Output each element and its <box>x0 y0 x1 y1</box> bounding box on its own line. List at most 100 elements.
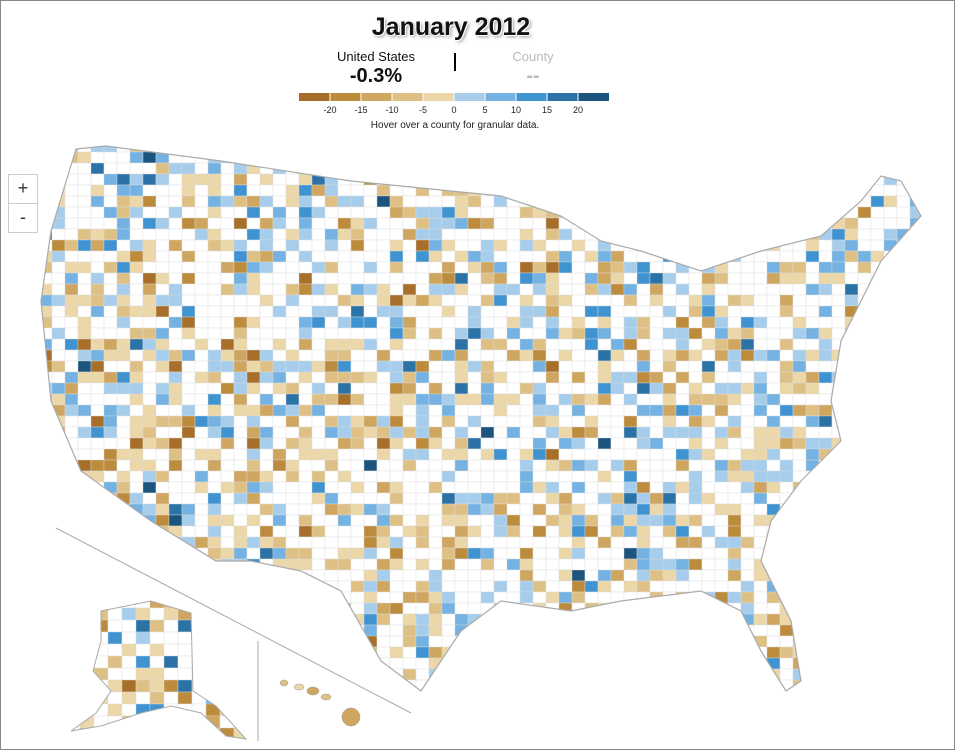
county <box>662 547 677 560</box>
county <box>220 261 235 274</box>
county <box>493 459 508 472</box>
county <box>155 591 170 604</box>
county <box>259 360 274 373</box>
county <box>883 547 898 560</box>
county <box>298 591 313 604</box>
county <box>844 514 859 527</box>
county <box>597 503 612 516</box>
county <box>558 239 573 252</box>
county <box>701 679 716 691</box>
county <box>714 360 729 373</box>
county <box>714 316 729 329</box>
county <box>727 679 742 691</box>
county <box>883 602 898 615</box>
county <box>909 470 921 483</box>
county <box>662 239 677 252</box>
county <box>77 305 92 318</box>
county <box>363 613 378 626</box>
county <box>923 427 936 438</box>
county <box>51 448 66 461</box>
county <box>740 382 755 395</box>
county <box>480 646 495 659</box>
county <box>714 437 729 450</box>
county <box>480 690 495 691</box>
county <box>896 646 911 659</box>
county <box>90 371 105 384</box>
county <box>246 470 261 483</box>
county <box>298 503 313 516</box>
county <box>298 393 313 406</box>
county <box>103 525 118 538</box>
county <box>545 470 560 483</box>
county <box>155 382 170 395</box>
county <box>896 580 911 593</box>
county <box>64 404 79 417</box>
county <box>493 514 508 527</box>
county <box>467 371 482 384</box>
county <box>688 481 703 494</box>
county <box>441 448 456 461</box>
county <box>597 525 612 538</box>
county <box>311 492 326 505</box>
county <box>857 459 872 472</box>
county <box>298 316 313 329</box>
county <box>272 613 287 626</box>
county <box>701 426 716 439</box>
county <box>493 525 508 538</box>
county <box>584 657 599 670</box>
county <box>272 272 287 285</box>
county <box>41 690 53 691</box>
zoom-in[interactable]: + <box>8 174 38 204</box>
county <box>896 459 911 472</box>
county <box>519 646 534 659</box>
county <box>818 393 833 406</box>
county <box>714 536 729 549</box>
county <box>688 470 703 483</box>
county <box>753 151 768 164</box>
county <box>532 382 547 395</box>
county <box>506 426 521 439</box>
county <box>376 151 391 164</box>
county <box>402 294 417 307</box>
county <box>51 393 66 406</box>
county <box>298 635 313 648</box>
county <box>298 151 313 164</box>
county <box>792 470 807 483</box>
county <box>662 206 677 219</box>
county <box>571 404 586 417</box>
county <box>923 603 936 614</box>
county <box>116 525 131 538</box>
county <box>454 558 469 571</box>
county <box>844 239 859 252</box>
county <box>831 360 846 373</box>
county <box>233 635 248 648</box>
county <box>64 580 79 593</box>
county <box>246 591 261 604</box>
county <box>480 668 495 681</box>
county <box>649 404 664 417</box>
county <box>79 631 95 645</box>
county <box>649 173 664 186</box>
county <box>181 393 196 406</box>
county <box>740 349 755 362</box>
county <box>233 667 246 681</box>
zoom-out[interactable]: - <box>8 203 38 233</box>
county <box>623 272 638 285</box>
county <box>662 437 677 450</box>
county <box>454 536 469 549</box>
county <box>923 416 936 427</box>
county <box>194 602 209 615</box>
county <box>779 657 794 670</box>
county <box>584 371 599 384</box>
county <box>597 184 612 197</box>
county <box>350 349 365 362</box>
county <box>701 173 716 186</box>
county <box>454 591 469 604</box>
county <box>121 691 137 705</box>
county <box>350 360 365 373</box>
county <box>766 146 781 153</box>
county <box>246 371 261 384</box>
county <box>493 679 508 691</box>
county <box>441 657 456 670</box>
county <box>727 569 742 582</box>
